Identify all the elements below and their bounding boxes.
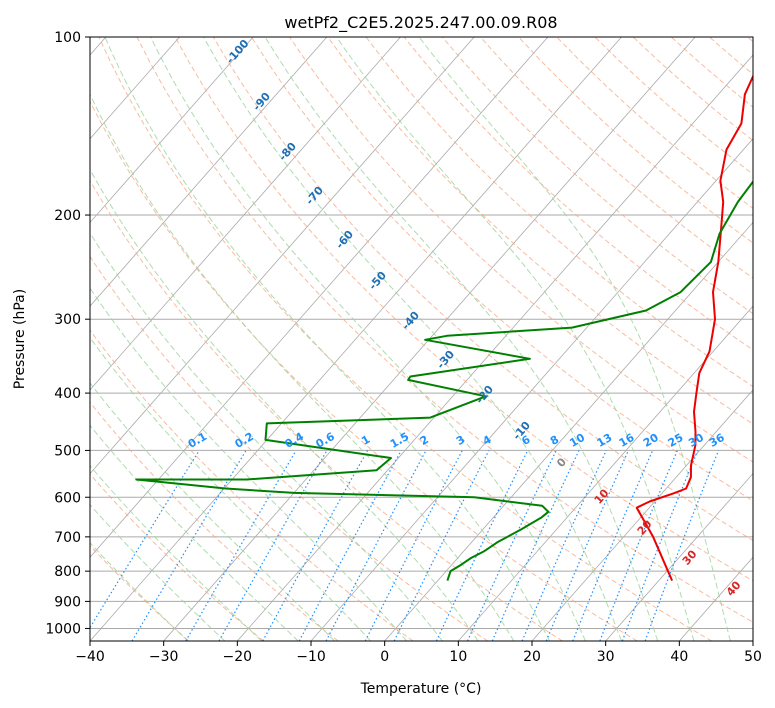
dry-adiabat-line <box>136 37 753 623</box>
x-tick-label: 0 <box>380 649 389 665</box>
moist-adiabat-line <box>203 37 622 641</box>
moist-adiabat-line <box>90 287 407 641</box>
y-tick-label: 200 <box>54 208 81 224</box>
y-tick-label: 400 <box>54 386 81 402</box>
isotherm-line <box>90 37 549 558</box>
moist-adiabat-line <box>90 424 299 641</box>
moist-adiabat-line <box>90 93 515 641</box>
isotherm-line <box>90 37 401 391</box>
y-tick-label: 100 <box>54 30 81 46</box>
moist-adiabat-line <box>90 336 371 641</box>
mixing-ratio-line <box>262 450 369 641</box>
y-tick-label: 300 <box>54 312 81 328</box>
y-tick-label: 1000 <box>45 621 81 637</box>
y-tick-label: 800 <box>54 564 81 580</box>
x-tick-label: −10 <box>296 649 326 665</box>
mixing-ratio-line <box>364 450 463 641</box>
dry-adiabat-line <box>90 100 638 641</box>
moist-adiabat-line <box>150 37 586 641</box>
dry-adiabat-line <box>90 255 488 641</box>
x-tick-label: 40 <box>670 649 688 665</box>
mixing-ratio-line <box>545 450 629 641</box>
isotherm-line <box>90 37 622 641</box>
dry-adiabat-line <box>90 179 563 641</box>
y-tick-label: 500 <box>54 443 81 459</box>
dry-adiabat-line <box>90 329 414 641</box>
dry-adiabat-line <box>90 473 264 641</box>
moist-adiabat-line <box>418 37 731 641</box>
x-tick-label: 20 <box>523 649 541 665</box>
isotherm-line <box>531 389 753 641</box>
temperature-line <box>635 74 753 581</box>
mixing-ratio-line <box>572 450 654 641</box>
x-tick-label: −30 <box>149 649 179 665</box>
x-axis-label: Temperature (°C) <box>360 681 482 697</box>
y-tick-label: 600 <box>54 490 81 506</box>
mixing-ratio-line <box>599 450 678 641</box>
isotherm-line <box>90 37 328 307</box>
dry-adiabat-line <box>98 37 712 641</box>
dry-adiabat-line <box>289 37 753 463</box>
y-tick-label: 700 <box>54 530 81 546</box>
x-tick-label: 10 <box>449 649 467 665</box>
dry-adiabat-line <box>251 37 753 502</box>
isotherm-line <box>458 305 753 641</box>
x-tick-label: 50 <box>744 649 762 665</box>
x-tick-label: 30 <box>597 649 615 665</box>
isotherm-line <box>752 640 753 641</box>
isotherm-line <box>90 37 254 224</box>
plot-frame <box>89 36 754 642</box>
dewpoint-line <box>135 180 753 581</box>
isotherm-line <box>237 54 753 641</box>
mixing-ratio-line <box>90 450 200 629</box>
dry-adiabat-line <box>212 37 753 542</box>
mixing-ratio-line <box>521 450 607 641</box>
dry-adiabat-line <box>90 401 339 641</box>
moist-adiabat-line <box>264 37 659 641</box>
x-tick-label: −40 <box>75 649 105 665</box>
mixing-ratio-line <box>298 450 402 641</box>
y-axis-label: Pressure (hPa) <box>12 289 28 389</box>
profile-lines <box>135 74 753 581</box>
mixing-ratio-line <box>644 450 720 641</box>
x-tick-label: −20 <box>223 649 253 665</box>
mixing-ratio-line <box>621 450 699 641</box>
dry-adiabat-line <box>403 37 753 351</box>
dry-adiabat-line <box>441 37 753 315</box>
plot-background <box>90 37 753 641</box>
moist-adiabat-line <box>90 464 262 641</box>
y-tick-label: 900 <box>54 594 81 610</box>
mixing-ratio-line <box>393 450 490 641</box>
isotherm-line <box>605 472 753 641</box>
chart-title: wetPf2_C2E5.2025.247.00.09.R08 <box>284 13 557 33</box>
isotherm-line <box>90 37 180 140</box>
isotherm-line <box>384 221 753 641</box>
dry-adiabat-line <box>327 37 753 425</box>
moist-adiabat-line <box>90 382 335 641</box>
moist-adiabat-line <box>90 231 443 641</box>
moist-adiabat-line <box>104 37 551 641</box>
dry-adiabat-line <box>174 37 753 582</box>
mixing-ratio-line <box>491 450 580 641</box>
axis-ticks: −40 −30 −20 −10 0 10 20 30 40 50 100 200 300 400 500 60… <box>45 30 762 665</box>
moist-adiabat-line <box>336 37 695 641</box>
